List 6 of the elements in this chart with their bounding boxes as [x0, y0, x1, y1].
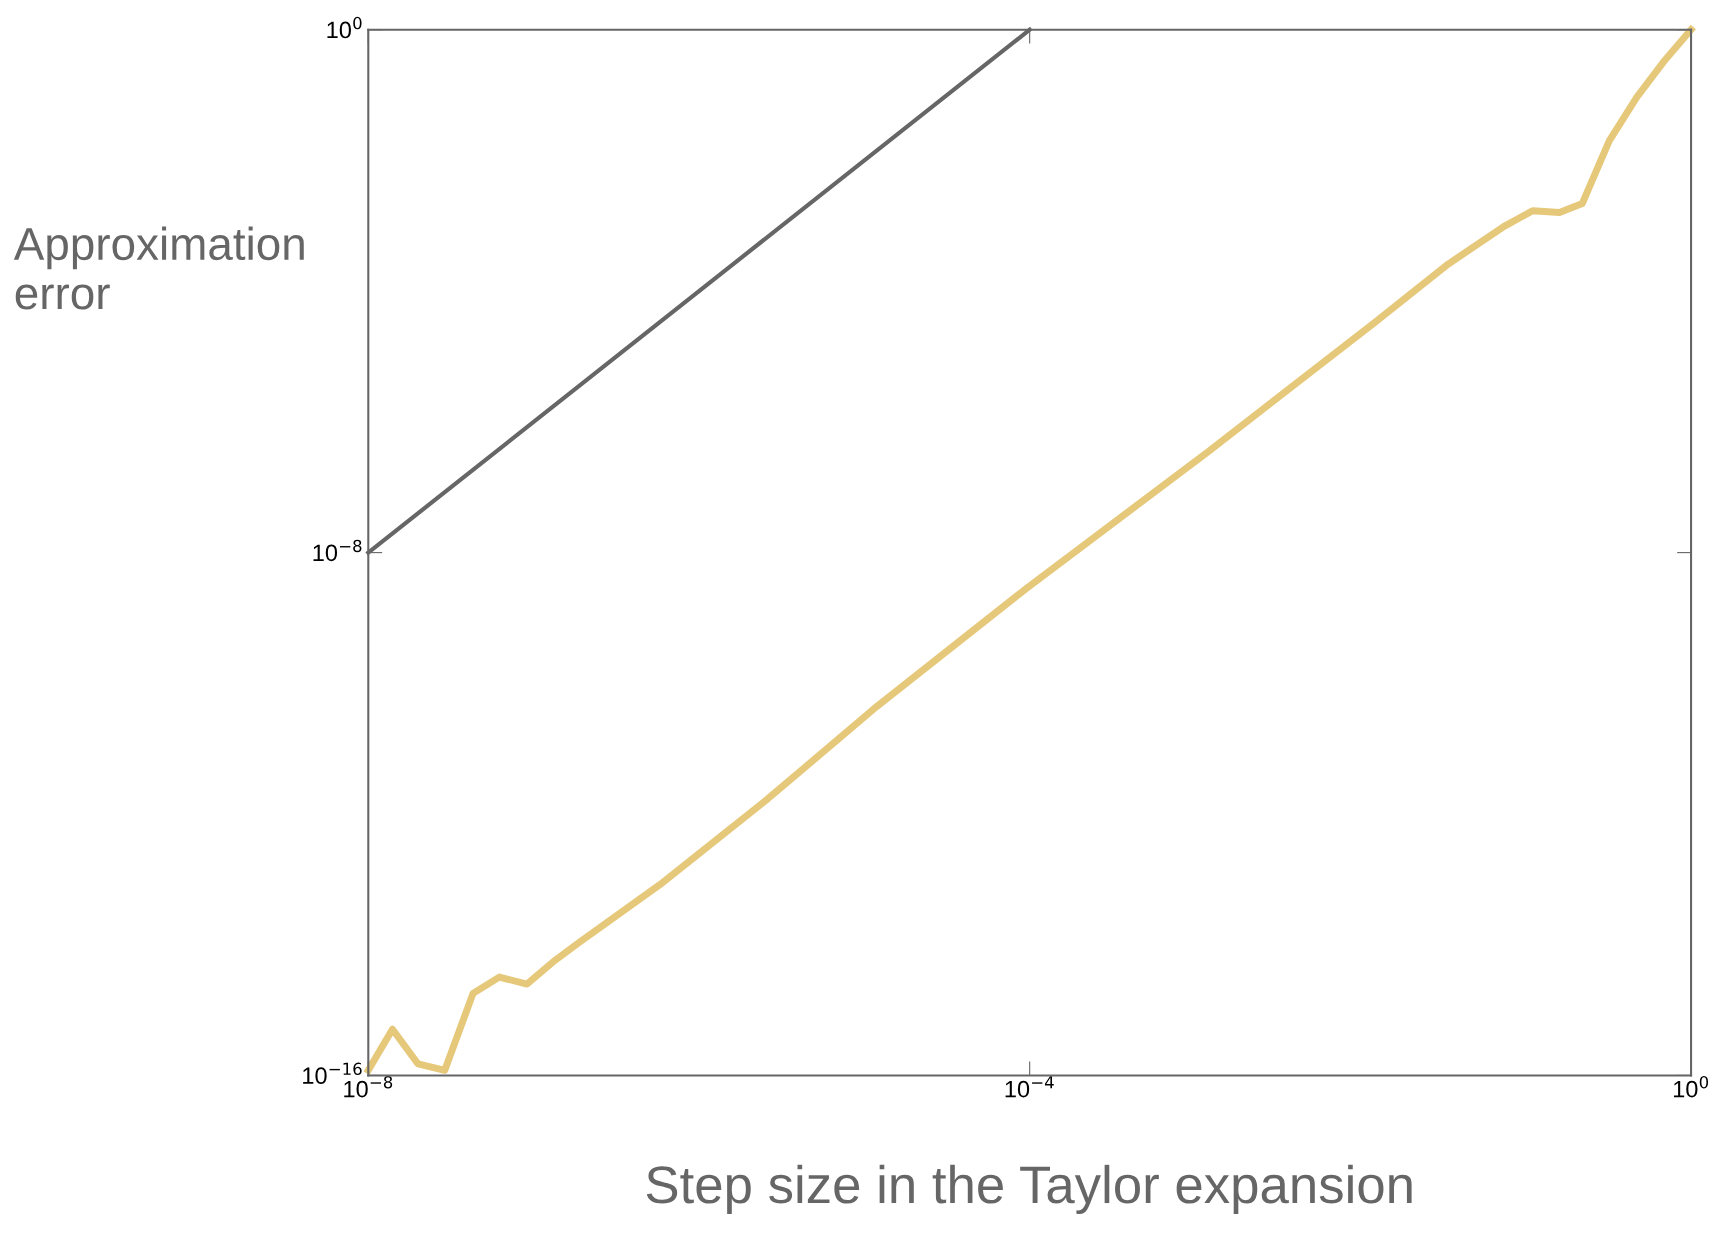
x-tick-label: 10$^{0}$	[1673, 1075, 1709, 1098]
y-tick-label: 10$^{−8}$	[313, 539, 362, 562]
x-tick-label: 10$^{−4}$	[1005, 1076, 1054, 1098]
y-axis-title: Approximation error	[13, 226, 304, 310]
x-axis-title: Step size in the Taylor expansion	[646, 1164, 1412, 1215]
y-tick-label: 10$^{0}$	[327, 16, 362, 39]
